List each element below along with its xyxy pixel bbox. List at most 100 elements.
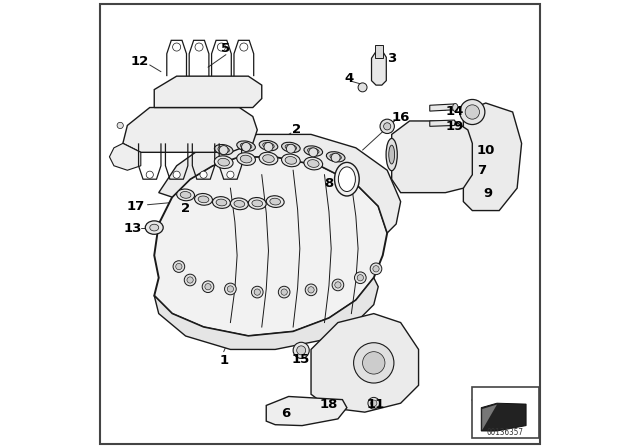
Point	[326, 137, 337, 144]
Point	[376, 184, 386, 191]
Point	[324, 162, 334, 169]
Point	[383, 177, 394, 184]
Point	[282, 155, 292, 163]
Point	[376, 187, 387, 194]
Point	[196, 124, 206, 131]
Point	[296, 144, 306, 151]
Point	[164, 118, 174, 125]
Point	[433, 123, 443, 130]
Point	[465, 138, 475, 145]
Text: 19: 19	[445, 120, 463, 133]
Point	[191, 154, 201, 161]
Point	[295, 158, 305, 165]
Text: 9: 9	[483, 187, 493, 200]
Point	[170, 128, 180, 135]
Point	[251, 80, 261, 87]
Point	[324, 401, 334, 409]
Point	[229, 119, 239, 126]
Point	[401, 133, 412, 140]
Point	[236, 142, 246, 149]
Point	[338, 404, 348, 411]
Ellipse shape	[386, 138, 397, 171]
Point	[216, 155, 227, 162]
Point	[192, 76, 202, 83]
Point	[373, 197, 383, 204]
Point	[456, 160, 467, 167]
Point	[199, 135, 209, 142]
Point	[495, 165, 506, 172]
Point	[308, 146, 319, 154]
Point	[234, 137, 244, 144]
Point	[461, 129, 472, 136]
Circle shape	[240, 43, 248, 51]
Point	[293, 141, 303, 148]
Point	[157, 133, 167, 140]
Point	[170, 136, 180, 143]
Ellipse shape	[212, 197, 230, 208]
Ellipse shape	[266, 196, 284, 207]
Point	[247, 113, 257, 121]
Point	[397, 176, 408, 183]
Point	[383, 176, 394, 183]
Point	[285, 417, 296, 424]
Point	[345, 354, 355, 361]
Point	[243, 139, 253, 146]
Ellipse shape	[145, 221, 163, 234]
Point	[364, 177, 374, 184]
Point	[385, 181, 395, 189]
Point	[486, 102, 497, 109]
Point	[433, 189, 443, 196]
Point	[289, 421, 300, 428]
Point	[314, 352, 324, 359]
Point	[252, 81, 262, 88]
Point	[417, 141, 427, 148]
Point	[167, 190, 177, 198]
Point	[433, 178, 444, 185]
Point	[138, 146, 148, 153]
Text: 2: 2	[292, 122, 301, 136]
Point	[222, 90, 232, 97]
Point	[490, 181, 500, 188]
Point	[351, 145, 362, 152]
Point	[490, 121, 500, 128]
Ellipse shape	[214, 145, 233, 155]
Point	[276, 151, 287, 158]
Point	[488, 194, 499, 201]
Point	[343, 326, 353, 333]
Point	[335, 401, 345, 409]
Point	[273, 135, 284, 142]
Polygon shape	[371, 52, 387, 85]
Point	[476, 188, 486, 195]
Point	[378, 186, 388, 194]
Point	[187, 171, 197, 178]
Point	[225, 152, 235, 159]
Point	[214, 143, 224, 151]
Point	[307, 144, 317, 151]
Point	[356, 161, 367, 168]
Point	[239, 114, 249, 121]
Point	[176, 92, 186, 99]
Point	[315, 159, 325, 166]
Point	[280, 155, 290, 162]
Point	[182, 170, 192, 177]
Point	[377, 352, 387, 359]
Point	[137, 128, 147, 135]
Point	[144, 138, 154, 145]
Point	[409, 170, 419, 177]
Point	[449, 144, 460, 151]
Point	[270, 152, 280, 159]
Point	[287, 405, 297, 412]
Point	[221, 81, 232, 88]
Point	[475, 123, 485, 130]
Point	[163, 187, 173, 194]
Ellipse shape	[262, 155, 275, 163]
Point	[282, 134, 292, 141]
Point	[220, 73, 230, 81]
Point	[192, 142, 202, 149]
Point	[465, 162, 475, 169]
Point	[191, 154, 202, 161]
Point	[284, 149, 294, 156]
Point	[181, 90, 191, 98]
Point	[411, 122, 421, 129]
Point	[282, 140, 292, 147]
